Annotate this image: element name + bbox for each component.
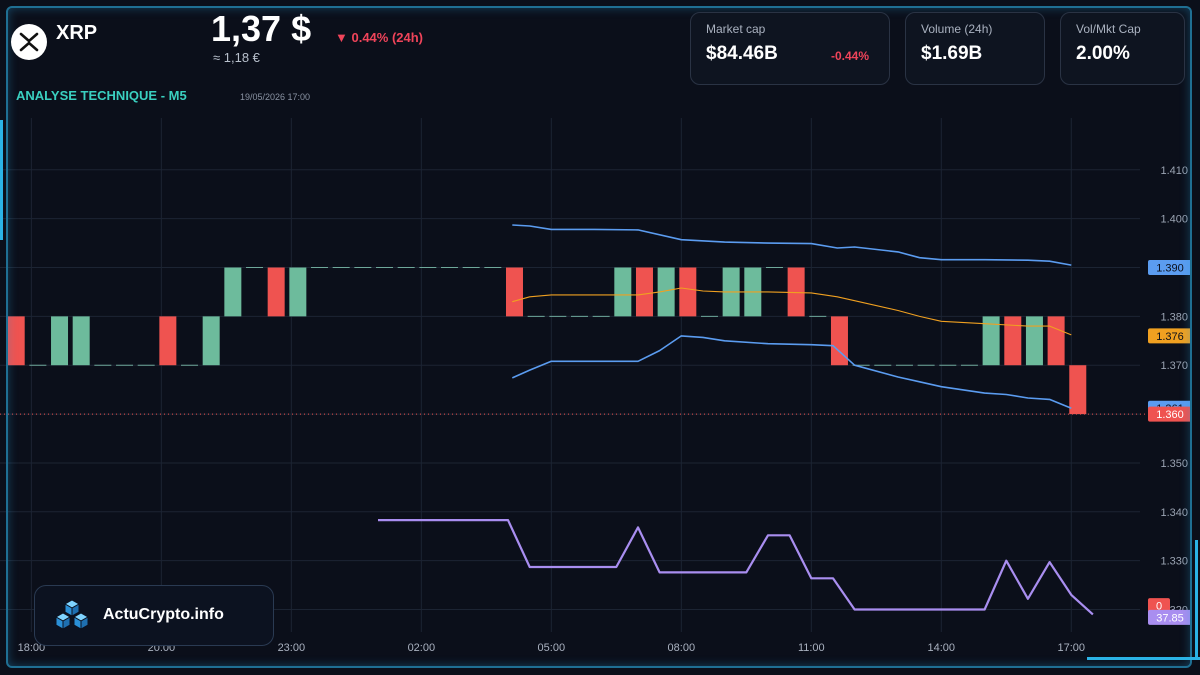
price-tag-box [1148, 328, 1192, 344]
x-tick-label: 02:00 [408, 642, 436, 654]
price-tag-label: 1.360 [1156, 409, 1184, 421]
x-tick-label: 23:00 [278, 642, 306, 654]
price-tag-label: 0 [1156, 601, 1162, 613]
price-tag: 1.376 [1148, 328, 1192, 344]
price-tag: 0 [1148, 598, 1170, 614]
candle-down [267, 267, 285, 317]
price-tag-label: 37.85 [1156, 612, 1184, 624]
candle-down [1047, 316, 1065, 366]
candle-down [679, 267, 697, 317]
bollinger-basis-line [512, 287, 1072, 336]
current-price: 1,37 $ [211, 8, 312, 49]
y-tick-label: 1.380 [1160, 311, 1188, 323]
candle-up [982, 316, 1000, 366]
x-tick-label: 11:00 [798, 642, 825, 654]
stat-value: $1.69B [921, 43, 983, 64]
frame-corner-accent [0, 120, 3, 240]
stat-label: Vol/Mkt Cap [1076, 22, 1141, 36]
price-tag-label: 1.390 [1156, 263, 1184, 275]
x-tick-label: 17:00 [1058, 642, 1086, 654]
brand-name: ActuCrypto.info [103, 606, 224, 623]
candle-down [159, 316, 177, 366]
candle-up [1025, 316, 1043, 366]
candle-up [289, 267, 307, 317]
y-axis-labels: 1.4101.4001.3901.3801.3701.3601.3501.340… [1160, 165, 1188, 617]
price-tag: 1.390 [1148, 260, 1192, 276]
price-tag-box [1148, 598, 1170, 614]
x-tick-label: 05:00 [538, 642, 566, 654]
candle-up [72, 316, 90, 366]
x-tick-label: 18:00 [18, 642, 46, 654]
price-eur: ≈ 1,18 € [213, 50, 260, 65]
candle-up [614, 267, 632, 317]
header: XRP 1,37 $ ▼ 0.44% (24h) ≈ 1,18 € ANALYS… [0, 0, 1200, 120]
candle-down [787, 267, 805, 317]
y-tick-label: 1.350 [1160, 458, 1188, 470]
bollinger-upper-line [512, 224, 1072, 266]
price-tag: 1.360 [1148, 406, 1192, 422]
stat-card-market-cap: Market cap $84.46B -0.44% [690, 12, 890, 85]
candle-down [1004, 316, 1022, 366]
stat-value: 2.00% [1076, 43, 1130, 64]
bollinger-lower-line [511, 335, 1072, 409]
candle-down [830, 316, 848, 366]
candle-down [7, 316, 25, 366]
rsi-series-line [378, 518, 1094, 616]
stat-label: Volume (24h) [921, 22, 993, 36]
coin-symbol: XRP [56, 22, 98, 44]
stat-change: -0.44% [831, 49, 870, 63]
candle-down [505, 267, 523, 317]
x-tick-label: 08:00 [668, 642, 696, 654]
chart-grid [0, 118, 1140, 632]
y-tick-label: 1.330 [1160, 556, 1188, 568]
y-tick-label: 1.370 [1160, 360, 1188, 372]
xrp-logo-icon [11, 24, 47, 60]
analysis-date: 19/05/2026 17:00 [240, 92, 311, 102]
rsi-line [378, 518, 1094, 616]
x-axis-labels: 18:00 20:00 23:00 02:00 05:00 08:00 11:00 14:00… [18, 642, 1085, 654]
price-tag-box [1148, 406, 1192, 422]
brand-badge: ActuCrypto.info [34, 585, 274, 646]
price-tag-box [1148, 260, 1192, 276]
candle-down [1069, 365, 1087, 415]
stat-card-vol-mkt-cap: Vol/Mkt Cap 2.00% [1060, 12, 1185, 85]
x-tick-label: 14:00 [928, 642, 956, 654]
candle-up [51, 316, 69, 366]
frame-corner-accent [1087, 657, 1200, 660]
y-tick-label: 1.400 [1160, 214, 1188, 226]
price-tag-label: 1.376 [1156, 331, 1184, 343]
stat-value: $84.46B [706, 43, 778, 64]
y-tick-label: 1.340 [1160, 507, 1188, 519]
y-tick-label: 1.410 [1160, 165, 1188, 177]
price-tag-box [1148, 609, 1192, 625]
candle-up [202, 316, 220, 366]
candle-up [657, 267, 675, 317]
bollinger-bands [511, 224, 1072, 409]
price-tag: 37.85 [1148, 609, 1192, 625]
frame-corner-accent [1195, 540, 1198, 660]
candle-up [224, 267, 242, 317]
cubes-logo-icon [54, 599, 90, 630]
stat-label: Market cap [706, 22, 766, 36]
stat-card-volume: Volume (24h) $1.69B [905, 12, 1045, 85]
analysis-title: ANALYSE TECHNIQUE - M5 [16, 88, 187, 103]
price-change-24h: ▼ 0.44% (24h) [335, 30, 424, 45]
candle-down [635, 267, 653, 317]
candlesticks [7, 267, 1087, 415]
